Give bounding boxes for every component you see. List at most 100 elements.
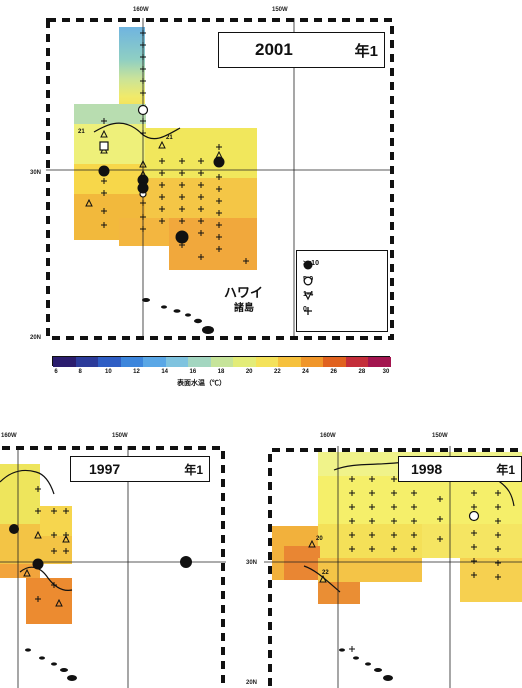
bl-map-year: 1997 — [89, 461, 121, 477]
bottom-right-map-panel: 20 22 1998 年1 — [264, 446, 522, 688]
br-isotherm-label-west: 20 — [316, 536, 323, 542]
filled-circle-icon — [303, 260, 313, 270]
sst-colorbar-ticks: 6 8 10 12 14 16 18 20 22 24 26 28 30 — [52, 369, 390, 377]
hawaii-label-line2: 諸島 — [234, 303, 254, 314]
colorbar-segment — [143, 357, 167, 367]
br-sst-east-south — [460, 558, 522, 602]
catch-legend: >=10 5-9 1-4 0 — [296, 250, 388, 332]
open-circle-icon — [303, 276, 313, 286]
colorbar-tick-label: 24 — [302, 369, 309, 375]
isotherm-21 — [93, 122, 181, 140]
sst-shade-west-cool — [74, 104, 146, 124]
legend-row-1-4: 1-4 — [303, 291, 313, 301]
colorbar-tick-label: 6 — [54, 369, 58, 375]
station-crosses — [101, 30, 249, 264]
br-lat-label-30n: 30N — [246, 560, 258, 566]
bottom-left-map-panel: 1997 年1 — [0, 446, 226, 688]
top-map-title-box: 2001 年1 — [218, 32, 385, 68]
br-lat-label-20n: 20N — [246, 680, 258, 686]
colorbar-segment — [323, 357, 347, 367]
bl-isotherm-south — [19, 566, 73, 591]
bl-isotherm-north — [0, 469, 55, 495]
colorbar-tick-label: 8 — [78, 369, 82, 375]
colorbar-segment — [98, 357, 122, 367]
hawaii-label-line1: ハワイ — [224, 285, 264, 300]
sst-colorbar-strip — [52, 356, 392, 367]
top-map-year: 2001 — [255, 40, 293, 59]
triangle-icon — [304, 292, 312, 301]
colorbar-segment — [278, 357, 302, 367]
colorbar-tick-label: 30 — [382, 369, 390, 375]
legend-row-0: 0 — [303, 306, 312, 315]
sst-shade-center-south — [119, 218, 169, 246]
br-map-title-box: 1998 年1 — [398, 456, 522, 482]
top-lon-label-150w: 150W — [272, 7, 288, 13]
top-lat-label-30n: 30N — [30, 170, 42, 176]
legend-label-0: 0 — [303, 306, 307, 313]
br-sst-east — [422, 524, 522, 558]
colorbar-segment — [233, 357, 257, 367]
colorbar-tick-label: 10 — [104, 369, 112, 375]
br-lon-label-160w: 160W — [320, 433, 336, 439]
colorbar-segment — [368, 357, 392, 367]
cross-icon — [304, 307, 312, 315]
colorbar-segment — [345, 357, 369, 367]
sst-shade-west-warm — [74, 164, 146, 194]
station-filled-circles — [98, 156, 225, 244]
colorbar-segment — [255, 357, 279, 367]
top-map-svg — [46, 18, 394, 340]
bl-lon-label-150w: 150W — [112, 433, 128, 439]
colorbar-tick-label: 18 — [217, 369, 225, 375]
top-map-panel: 21 21 2001 年1 >=10 5-9 1-4 0 ハワイ 諸島 — [46, 18, 394, 340]
bottom-right-map-svg — [264, 446, 522, 688]
top-lon-label-160w: 160W — [133, 7, 149, 13]
bottom-left-map-svg — [0, 446, 226, 688]
top-lat-label-20n: 20N — [30, 335, 42, 341]
br-isotherm-label-south: 22 — [322, 570, 329, 576]
bl-map-month: 年1 — [184, 462, 203, 477]
colorbar-tick-label: 28 — [358, 369, 366, 375]
br-sst-center-south — [318, 558, 422, 582]
colorbar-tick-label: 14 — [161, 369, 168, 375]
colorbar-segment — [188, 357, 212, 367]
bl-sst-south-east — [26, 578, 72, 624]
br-isotherm-north — [333, 461, 405, 471]
colorbar-tick-label: 20 — [245, 369, 253, 375]
isotherm-label-east: 21 — [166, 135, 173, 141]
top-map-month: 年1 — [354, 42, 378, 60]
sst-colorbar-label: 表面水温（℃） — [177, 380, 226, 387]
br-sst-west-warm — [284, 546, 320, 580]
colorbar-tick-label: 26 — [330, 369, 337, 375]
colorbar-tick-label: 16 — [189, 369, 197, 375]
colorbar-segment — [120, 357, 144, 367]
top-map-frame — [46, 18, 394, 340]
br-map-year: 1998 — [411, 461, 443, 477]
bl-lon-label-160w: 160W — [1, 433, 17, 439]
sst-shade-east-south — [169, 218, 257, 270]
legend-row-10plus: >=10 — [303, 260, 319, 270]
legend-row-5-9: 5-9 — [303, 276, 313, 286]
br-sst-south — [318, 582, 360, 604]
bl-map-title-box: 1997 年1 — [70, 456, 210, 482]
colorbar-segment — [75, 357, 99, 367]
br-station-open-circles — [468, 510, 480, 522]
br-isotherm-south — [303, 565, 341, 593]
colorbar-segment — [210, 357, 234, 367]
colorbar-segment — [300, 357, 324, 367]
colorbar-segment — [53, 357, 77, 367]
colorbar-segment — [165, 357, 189, 367]
bl-station-triangles — [23, 530, 70, 607]
bl-hawaii-islands — [25, 648, 77, 681]
isotherm-label-west: 21 — [78, 129, 85, 135]
colorbar-tick-label: 12 — [133, 369, 140, 375]
bl-map-frame — [2, 446, 225, 686]
br-lon-label-150w: 150W — [432, 433, 448, 439]
hawaii-islands — [142, 298, 214, 334]
br-station-triangles — [308, 539, 327, 583]
sst-colorbar: 6 8 10 12 14 16 18 20 22 24 26 28 30 表面水温（℃） — [52, 356, 392, 400]
bl-station-filled-circles — [9, 524, 192, 570]
bl-sst-north — [0, 464, 40, 524]
colorbar-tick-label: 22 — [273, 369, 281, 375]
br-hawaii-islands — [339, 648, 393, 681]
br-map-month: 年1 — [496, 462, 515, 477]
